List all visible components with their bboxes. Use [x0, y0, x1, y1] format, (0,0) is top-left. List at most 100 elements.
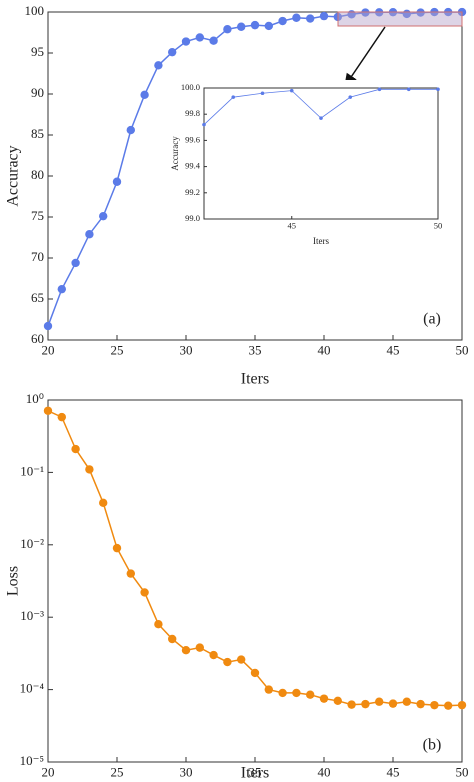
x-tick-label: 35	[249, 343, 262, 358]
x-tick-label: 40	[318, 765, 331, 780]
data-point	[168, 47, 177, 57]
plot-frame	[203, 87, 439, 220]
y-tick-label: 95	[31, 44, 44, 59]
y-axis-title: Accuracy	[5, 145, 22, 206]
data-point	[223, 25, 232, 34]
inset: 45 50 99.0 99.2 99.4 99.6 99.8 100.0 Accuracy Ite…	[168, 80, 448, 254]
data-point	[154, 61, 163, 70]
y-tick-label: 99.0	[185, 213, 200, 223]
data-point	[85, 230, 94, 239]
data-point	[361, 8, 370, 17]
x-tick-label: 25	[111, 343, 124, 358]
data-point	[278, 16, 287, 26]
data-point	[377, 87, 382, 92]
x-tick-label: 35	[249, 765, 262, 780]
plot-frame	[47, 399, 463, 763]
data-point	[306, 14, 315, 23]
data-point	[202, 122, 206, 127]
y-tick-label: 90	[31, 85, 44, 100]
x-tick-label: 45	[387, 343, 400, 358]
data-point	[71, 258, 80, 268]
data-point	[140, 588, 149, 597]
data-point	[154, 620, 163, 629]
y-axis-title: Accuracy	[170, 136, 180, 171]
data-point	[436, 87, 440, 92]
data-point	[388, 699, 398, 708]
x-tick-label: 45	[387, 765, 400, 780]
data-point	[209, 36, 218, 45]
data-point	[112, 177, 122, 186]
data-point	[457, 700, 467, 710]
y-tick-label: 99.8	[185, 108, 200, 118]
y-tick-label: 100	[25, 3, 45, 18]
inset-background	[168, 80, 448, 254]
y-tick-label: 10⁻⁵	[20, 753, 44, 768]
x-axis-title: Iters	[313, 236, 329, 246]
zoom-indicator	[337, 11, 463, 88]
y-tick-label: 10⁰	[26, 391, 44, 406]
data-point	[71, 444, 80, 454]
y-axis-title: Loss	[5, 566, 22, 596]
x-tick-label: 20	[42, 765, 55, 780]
data-point	[333, 696, 342, 706]
data-point	[264, 685, 273, 694]
data-point	[43, 321, 53, 331]
data-point	[416, 699, 425, 709]
x-tick-label: 25	[111, 765, 124, 780]
y-tick-label: 60	[31, 331, 44, 346]
data-point	[126, 569, 135, 578]
zoom-arrow	[344, 26, 386, 88]
data-point	[209, 650, 218, 660]
data-point	[361, 699, 370, 709]
data-point	[126, 125, 135, 135]
data-point	[292, 688, 301, 698]
data-point	[99, 498, 108, 508]
data-point	[278, 688, 287, 698]
data-point	[99, 211, 108, 221]
data-point	[260, 91, 265, 96]
data-point	[237, 22, 246, 31]
y-tick-label: 65	[31, 290, 44, 305]
data-point	[347, 700, 356, 709]
data-point	[250, 668, 260, 678]
data-point	[289, 88, 294, 93]
panel-label: (b)	[423, 737, 442, 754]
data-point	[319, 116, 323, 120]
data-point	[57, 284, 66, 294]
x-tick-label: 50	[456, 765, 469, 780]
x-tick-label: 40	[318, 343, 331, 358]
x-tick-label: 30	[180, 765, 193, 780]
data-point	[250, 20, 260, 30]
data-point	[306, 690, 315, 699]
data-point	[319, 694, 329, 703]
data-point	[195, 643, 204, 652]
zoom-region	[337, 11, 463, 27]
data-point	[237, 655, 246, 664]
x-tick-label: 20	[42, 343, 55, 358]
data-point	[181, 646, 191, 655]
data-point	[348, 95, 353, 99]
x-tick-label: 50	[434, 221, 443, 231]
y-tick-label: 99.2	[185, 187, 200, 197]
data-point	[406, 87, 411, 92]
y-tick-label: 99.6	[185, 134, 200, 144]
data-point	[319, 11, 329, 21]
data-point	[223, 657, 232, 667]
panel-label: (a)	[423, 311, 441, 328]
data-point	[85, 465, 94, 474]
data-point	[444, 701, 453, 710]
data-point	[416, 8, 425, 17]
x-tick-label: 50	[456, 343, 469, 358]
data-point	[430, 700, 439, 710]
x-tick-label: 45	[288, 221, 297, 231]
data-point	[140, 90, 149, 100]
x-axis-title: Iters	[241, 371, 269, 388]
data-point	[168, 634, 177, 644]
y-tick-label: 10⁻⁴	[20, 681, 45, 696]
panel-b: 20 25 30 35 40 45 50 10⁰ 10⁻¹ 10⁻² 10⁻³ 10⁻⁴ 10⁻⁵ Los…	[5, 391, 469, 782]
data-point	[181, 37, 191, 46]
y-tick-label: 10⁻²	[20, 536, 44, 551]
data-point	[264, 21, 273, 31]
data-point	[402, 697, 411, 706]
